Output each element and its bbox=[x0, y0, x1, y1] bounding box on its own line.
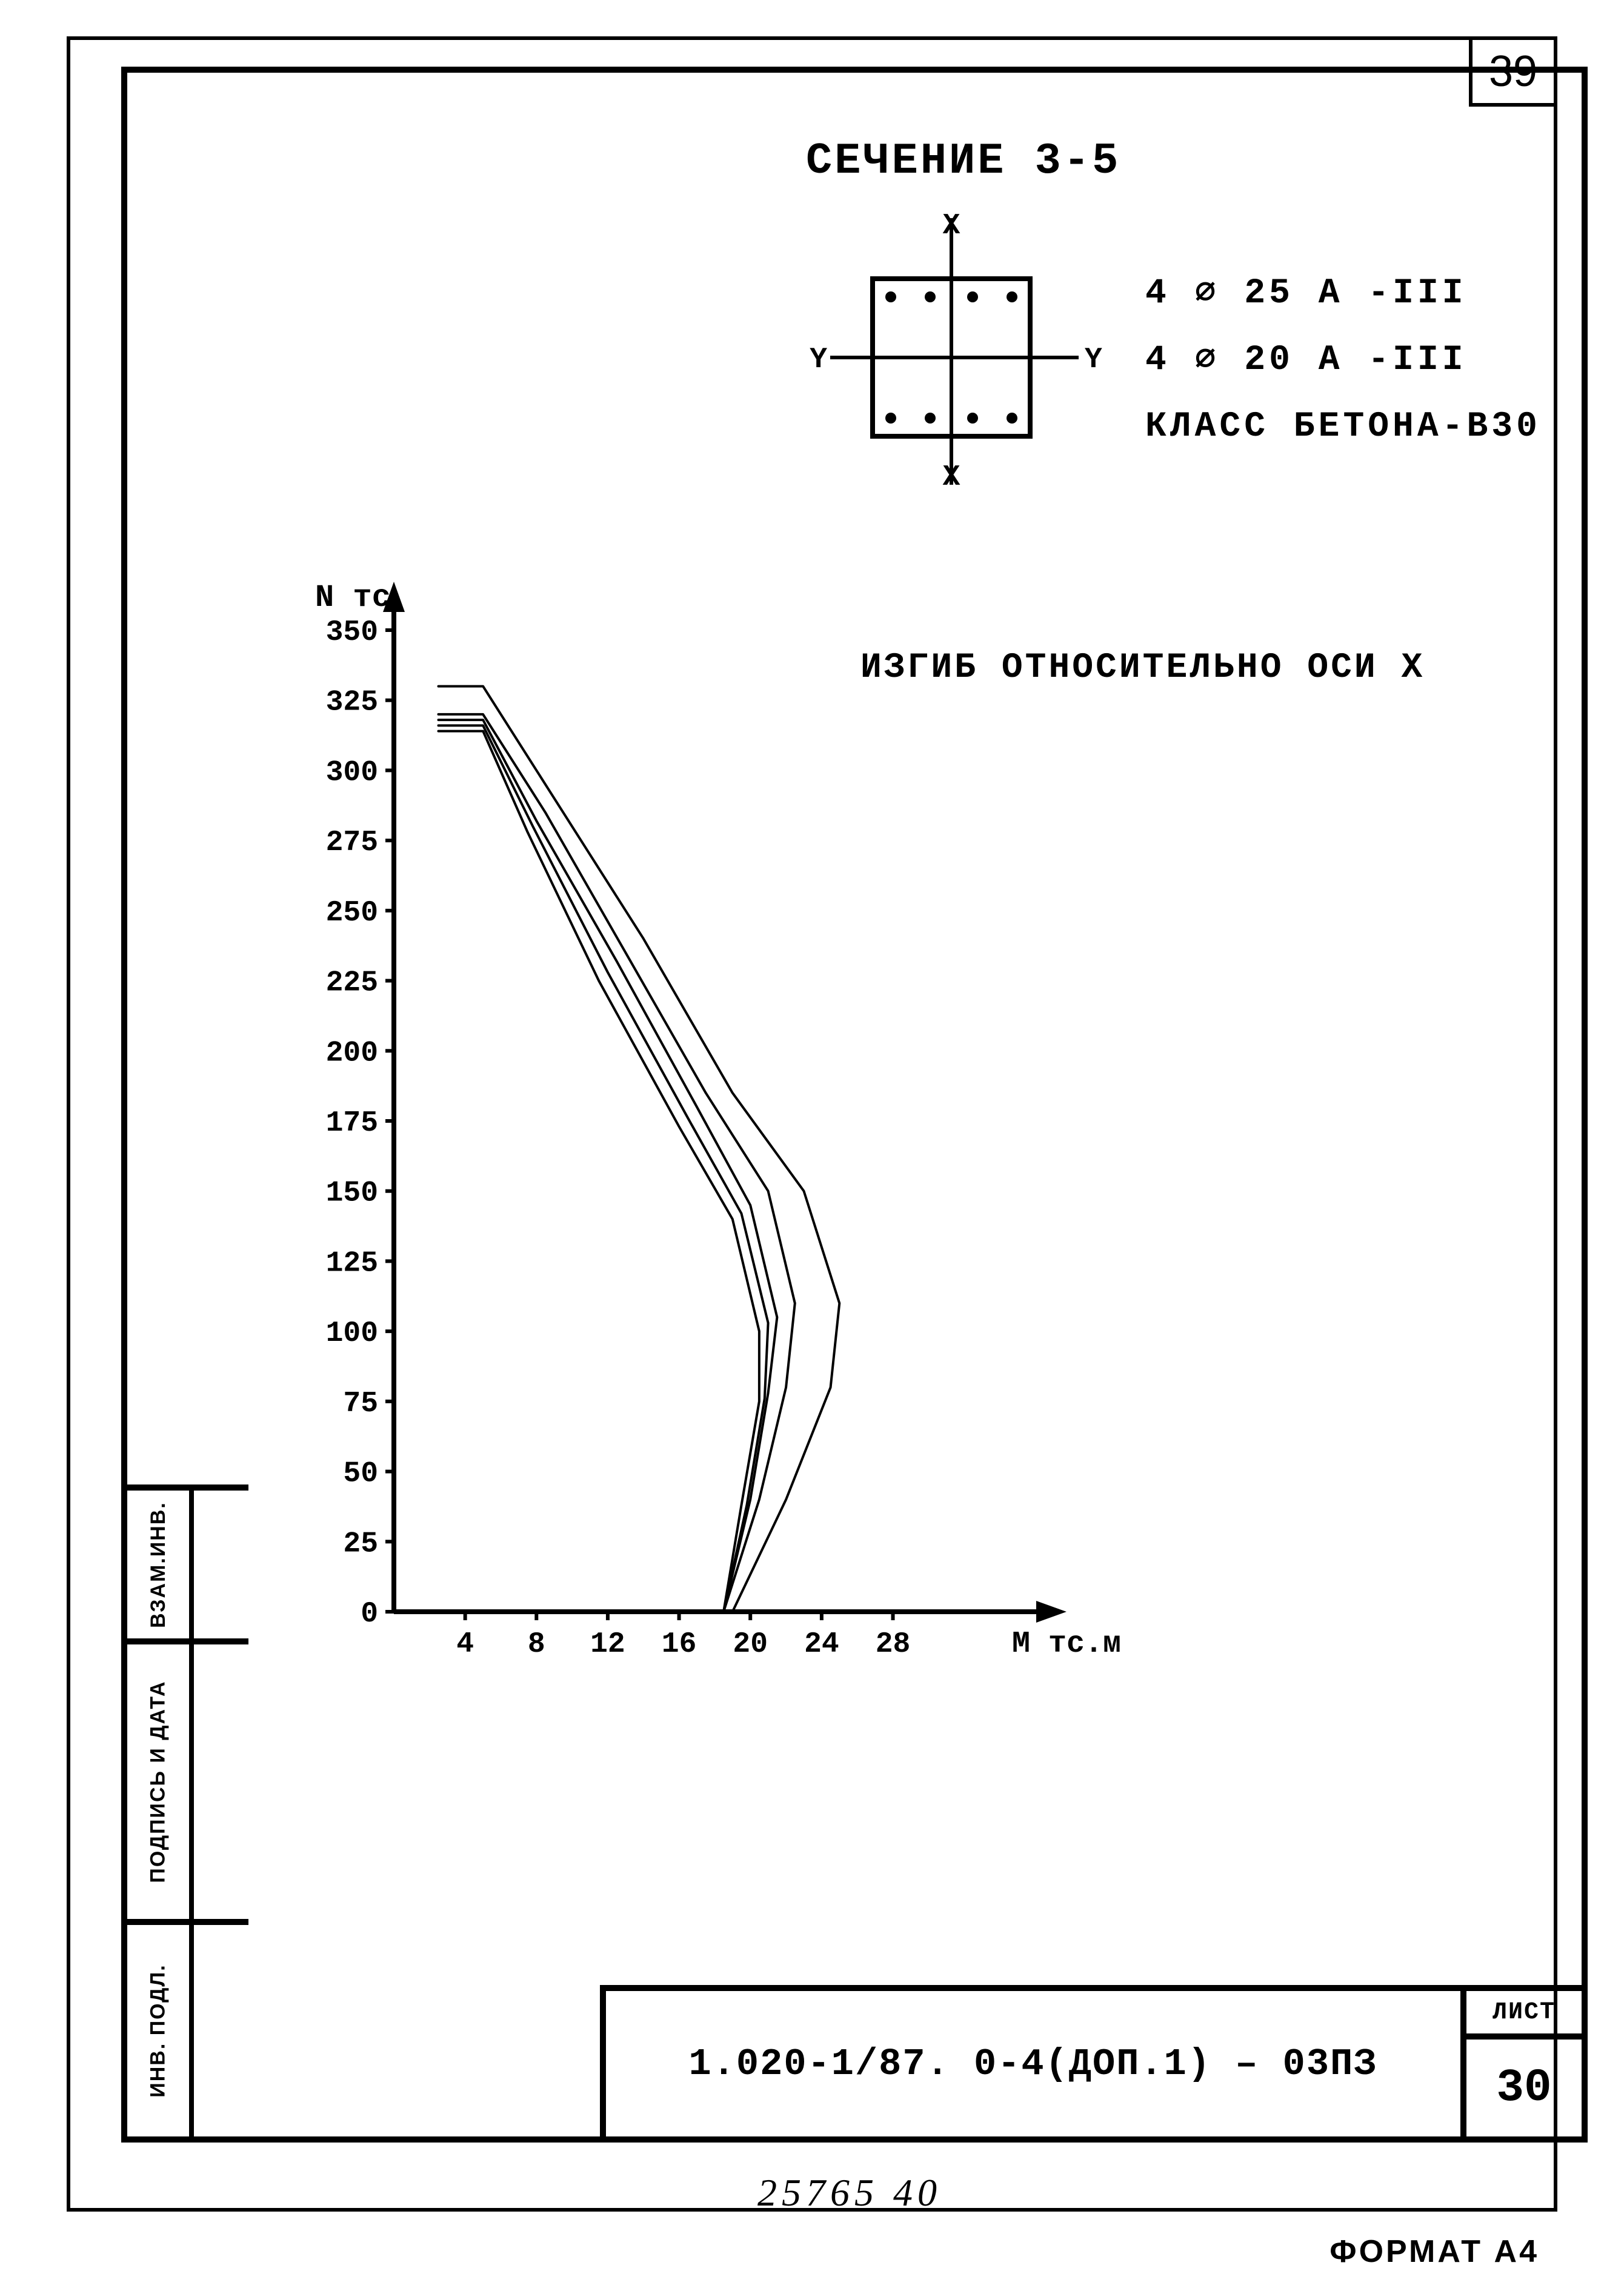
svg-text:150: 150 bbox=[326, 1177, 378, 1210]
svg-text:4: 4 bbox=[456, 1628, 474, 1661]
svg-text:8: 8 bbox=[528, 1628, 545, 1661]
svg-text:100: 100 bbox=[326, 1317, 378, 1350]
sheet-number: 30 bbox=[1466, 2040, 1582, 2136]
svg-text:225: 225 bbox=[326, 967, 378, 1000]
svg-text:250: 250 bbox=[326, 897, 378, 929]
svg-text:350: 350 bbox=[326, 616, 378, 649]
side-cell-inv-podl: ИНВ. ПОДЛ. bbox=[127, 1925, 248, 2136]
svg-text:0: 0 bbox=[361, 1598, 378, 1631]
sheet-label: ЛИСТ bbox=[1466, 1991, 1582, 2040]
svg-text:325: 325 bbox=[326, 687, 378, 719]
axis-x-top: X bbox=[943, 212, 960, 242]
side-cell-sign-date: ПОДПИСЬ И ДАТА bbox=[127, 1644, 248, 1925]
axis-y-right: Y bbox=[1085, 344, 1102, 376]
svg-text:200: 200 bbox=[326, 1037, 378, 1069]
svg-text:24: 24 bbox=[804, 1628, 839, 1661]
format-label: ФОРМАТ А4 bbox=[1329, 2233, 1539, 2270]
svg-text:М тс.м: М тс.м bbox=[1012, 1627, 1121, 1661]
svg-text:12: 12 bbox=[590, 1628, 625, 1661]
svg-text:16: 16 bbox=[662, 1628, 697, 1661]
section-title: СЕЧЕНИЕ 3-5 bbox=[806, 136, 1120, 186]
sheet-number-box: ЛИСТ 30 bbox=[1460, 1991, 1582, 2136]
cross-section-diagram: X X Y Y bbox=[794, 212, 1109, 491]
axis-x-bottom: X bbox=[943, 461, 960, 491]
title-block: 1.020-1/87. 0-4(ДОП.1) – 03ПЗ ЛИСТ 30 bbox=[600, 1985, 1582, 2136]
svg-text:300: 300 bbox=[326, 756, 378, 789]
side-stamp-column: ВЗАМ.ИНВ. ПОДПИСЬ И ДАТА ИНВ. ПОДЛ. bbox=[127, 1484, 248, 2136]
axis-y-left: Y bbox=[810, 344, 827, 376]
svg-text:20: 20 bbox=[733, 1628, 768, 1661]
concrete-class: КЛАСС БЕТОНА-В30 bbox=[1145, 394, 1541, 460]
svg-text:50: 50 bbox=[343, 1458, 378, 1491]
svg-text:175: 175 bbox=[326, 1107, 378, 1140]
inner-drawing-frame: СЕЧЕНИЕ 3-5 X X Y Y 4 ⌀ 25 A -III bbox=[121, 67, 1588, 2143]
document-code: 1.020-1/87. 0-4(ДОП.1) – 03ПЗ bbox=[606, 1991, 1460, 2136]
svg-text:25: 25 bbox=[343, 1528, 378, 1560]
page: 39 СЕЧЕНИЕ 3-5 X X Y Y 4 bbox=[0, 0, 1624, 2294]
rebar-notes: 4 ⌀ 25 A -III 4 ⌀ 20 A -III КЛАСС БЕТОНА… bbox=[1145, 261, 1541, 461]
side-cell-vzam-inv: ВЗАМ.ИНВ. bbox=[127, 1491, 248, 1644]
svg-text:75: 75 bbox=[343, 1388, 378, 1420]
svg-text:28: 28 bbox=[876, 1628, 911, 1661]
svg-text:125: 125 bbox=[326, 1247, 378, 1280]
handwritten-archive-number: 25765 40 bbox=[757, 2170, 942, 2215]
svg-text:N тс: N тс bbox=[315, 580, 391, 616]
interaction-chart: 0 25 50 75 100 125 150 175 200 225 250 275 300 325 350… bbox=[236, 509, 1145, 1721]
rebar-note-2: 4 ⌀ 20 A -III bbox=[1145, 327, 1541, 394]
rebar-note-1: 4 ⌀ 25 A -III bbox=[1145, 261, 1541, 327]
svg-text:275: 275 bbox=[326, 826, 378, 859]
